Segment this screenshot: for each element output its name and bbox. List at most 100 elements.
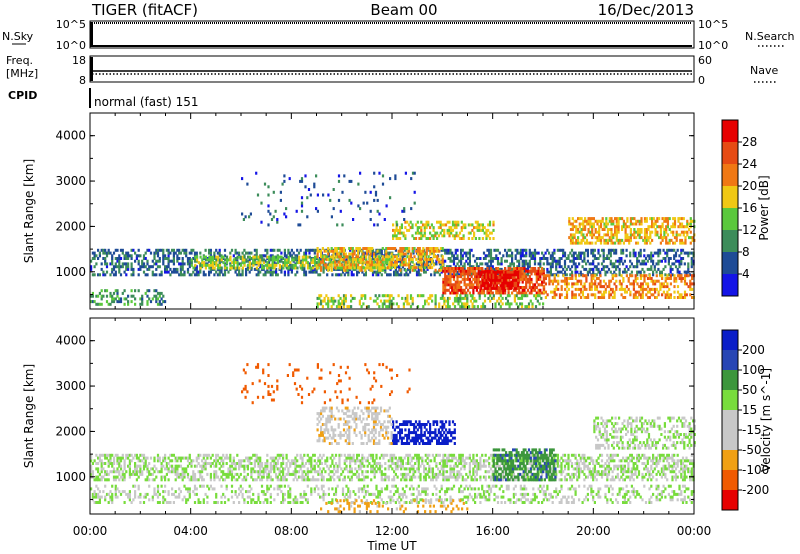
data-cell (327, 254, 330, 258)
data-cell (190, 248, 193, 252)
data-cell (500, 257, 503, 260)
data-cell (418, 294, 421, 298)
data-cell (461, 248, 464, 252)
data-cell (373, 270, 376, 274)
data-cell (164, 467, 167, 471)
data-cell (195, 273, 198, 277)
data-cell (565, 273, 568, 277)
data-cell (679, 217, 682, 221)
data-cell (346, 268, 349, 272)
data-cell (689, 241, 692, 245)
data-cell (125, 273, 128, 277)
data-cell (463, 283, 466, 287)
data-cell (121, 291, 124, 295)
data-cell (488, 278, 492, 282)
data-cell (639, 270, 642, 274)
data-cell (485, 281, 488, 285)
data-cell (394, 263, 397, 267)
data-cell (278, 263, 281, 267)
data-cell (112, 251, 116, 255)
data-cell (489, 259, 493, 263)
data-cell (385, 255, 388, 259)
data-cell (443, 223, 446, 227)
data-cell (403, 248, 406, 252)
data-cell (232, 266, 236, 270)
data-cell (556, 270, 559, 274)
data-cell (348, 263, 351, 267)
data-cell (687, 270, 690, 274)
cpid-value: normal (fast) 151 (94, 95, 198, 109)
data-cell (625, 290, 628, 294)
data-cell (684, 225, 687, 229)
data-cell (541, 283, 544, 287)
data-cell (301, 255, 304, 259)
data-cell (399, 247, 402, 250)
data-cell (466, 296, 469, 300)
data-cell (406, 247, 409, 250)
data-cell (603, 225, 606, 229)
data-cell (474, 226, 477, 230)
data-cell (190, 478, 193, 482)
data-cell (238, 464, 241, 468)
data-cell (383, 218, 386, 221)
data-cell (632, 251, 635, 255)
data-cell (308, 251, 311, 255)
data-cell (353, 252, 356, 256)
data-cell (208, 248, 211, 252)
data-cell (679, 233, 682, 237)
data-cell (452, 272, 456, 276)
data-cell (647, 225, 650, 229)
data-cell (142, 467, 146, 471)
data-cell (292, 462, 295, 465)
data-cell (232, 261, 236, 265)
data-cell (569, 236, 573, 240)
data-cell (301, 459, 304, 463)
data-cell (428, 259, 431, 263)
data-cell (276, 248, 279, 252)
data-cell (565, 257, 568, 260)
data-cell (673, 262, 676, 266)
data-cell (372, 299, 376, 303)
data-cell (344, 260, 347, 264)
data-cell (130, 273, 133, 277)
data-cell (594, 293, 597, 297)
data-cell (495, 284, 499, 288)
data-cell (453, 223, 456, 227)
data-cell (540, 296, 543, 300)
data-cell (600, 267, 604, 271)
data-cell (127, 262, 130, 266)
data-cell (355, 247, 358, 250)
power-colorbar-swatches (722, 120, 738, 296)
data-cell (496, 291, 500, 295)
data-cell (549, 265, 552, 269)
data-cell (472, 277, 475, 281)
data-cell (472, 272, 475, 276)
data-cell (633, 230, 636, 234)
data-cell (518, 267, 521, 270)
data-cell (432, 255, 435, 259)
data-cell (534, 294, 538, 298)
data-cell (409, 294, 413, 298)
data-cell (264, 467, 267, 471)
data-cell (429, 257, 432, 261)
data-cell (229, 456, 232, 460)
data-cell (306, 472, 309, 476)
data-cell (530, 288, 533, 292)
data-cell (556, 248, 559, 252)
data-cell (372, 255, 376, 259)
data-cell (576, 282, 579, 286)
data-cell (253, 470, 256, 474)
data-cell (682, 230, 685, 234)
data-cell (615, 285, 618, 289)
data-cell (663, 233, 666, 237)
data-cell (598, 233, 601, 237)
data-cell (616, 259, 619, 263)
data-cell (674, 259, 678, 263)
data-cell (395, 302, 398, 306)
data-cell (496, 248, 500, 252)
data-cell (277, 258, 280, 262)
data-cell (626, 219, 629, 223)
data-cell (463, 262, 466, 266)
data-cell (357, 257, 360, 261)
data-cell (615, 248, 618, 252)
